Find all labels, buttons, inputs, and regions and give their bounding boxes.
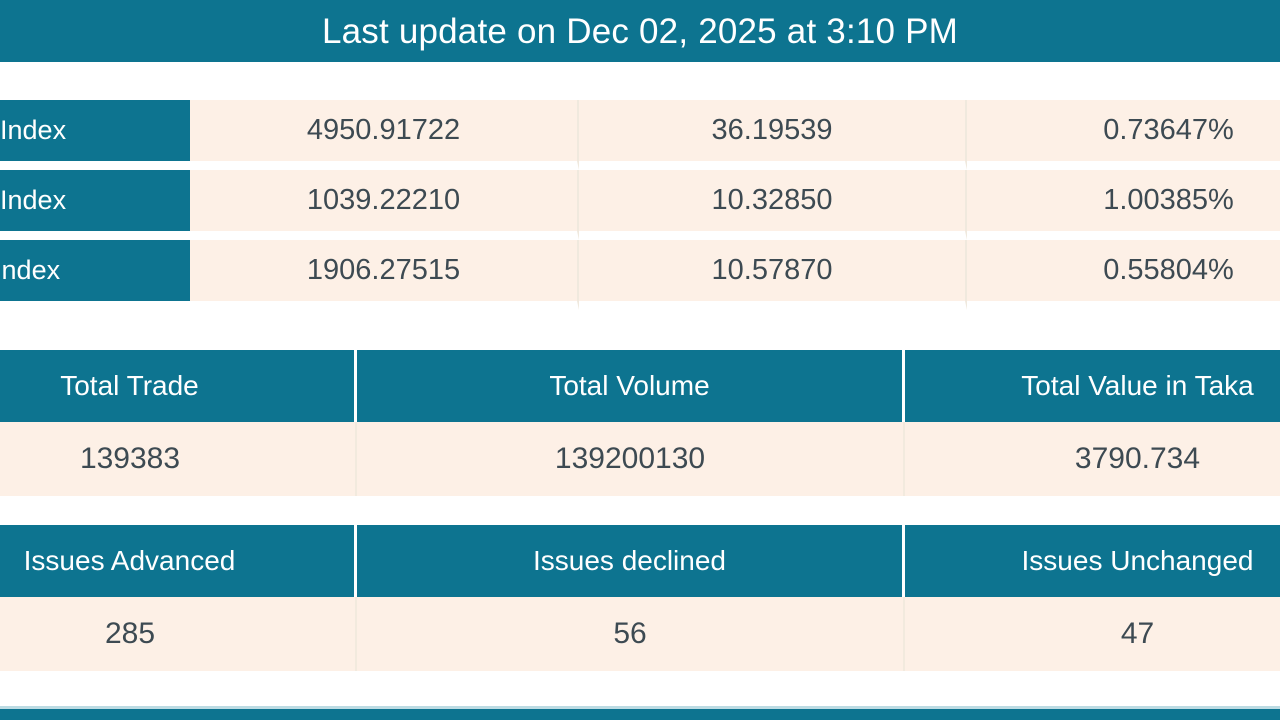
index-change: 10.32850 xyxy=(579,170,967,240)
index-value: 1906.27515 xyxy=(190,240,579,310)
issues-declined-header: Issues declined xyxy=(357,525,905,597)
table-header-row: Issues Advanced Issues declined Issues U… xyxy=(0,525,1280,597)
table-row: 285 56 47 xyxy=(0,597,1280,671)
index-change: 36.19539 xyxy=(579,100,967,170)
last-update-text: Last update on Dec 02, 2025 at 3:10 PM xyxy=(321,11,959,51)
trade-summary-table: Total Trade Total Volume Total Value in … xyxy=(0,350,1280,496)
table-row: DSEX Index 4950.91722 36.19539 0.73647% xyxy=(0,100,1280,170)
index-name: DSEX Index xyxy=(0,100,190,170)
issues-declined-value: 56 xyxy=(357,597,905,671)
index-name: DSES Index xyxy=(0,170,190,240)
index-summary-viewport: DSEX Index 4950.91722 36.19539 0.73647% … xyxy=(0,100,1280,315)
index-percent: 0.73647% xyxy=(967,100,1280,170)
total-value-value: 3790.734 xyxy=(905,422,1280,496)
footer-band xyxy=(0,709,1280,720)
total-trade-header: Total Trade xyxy=(0,350,357,422)
total-trade-value: 139383 xyxy=(0,422,357,496)
table-row: 139383 139200130 3790.734 xyxy=(0,422,1280,496)
index-summary-table: DSEX Index 4950.91722 36.19539 0.73647% … xyxy=(0,100,1280,310)
index-change: 10.57870 xyxy=(579,240,967,310)
total-volume-header: Total Volume xyxy=(357,350,905,422)
index-value: 4950.91722 xyxy=(190,100,579,170)
issues-summary-table: Issues Advanced Issues declined Issues U… xyxy=(0,525,1280,671)
index-value: 1039.22210 xyxy=(190,170,579,240)
table-row: DS30 Index 1906.27515 10.57870 0.55804% xyxy=(0,240,1280,310)
index-percent: 0.55804% xyxy=(967,240,1280,310)
issues-advanced-value: 285 xyxy=(0,597,357,671)
footer-seam xyxy=(0,706,1280,709)
total-volume-value: 139200130 xyxy=(357,422,905,496)
issues-unchanged-header: Issues Unchanged xyxy=(905,525,1280,597)
table-header-row: Total Trade Total Volume Total Value in … xyxy=(0,350,1280,422)
index-name: DS30 Index xyxy=(0,240,190,310)
index-percent: 1.00385% xyxy=(967,170,1280,240)
issues-unchanged-value: 47 xyxy=(905,597,1280,671)
total-value-header: Total Value in Taka xyxy=(905,350,1280,422)
issues-advanced-header: Issues Advanced xyxy=(0,525,357,597)
last-update-header: Last update on Dec 02, 2025 at 3:10 PM xyxy=(0,0,1280,62)
table-row: DSES Index 1039.22210 10.32850 1.00385% xyxy=(0,170,1280,240)
